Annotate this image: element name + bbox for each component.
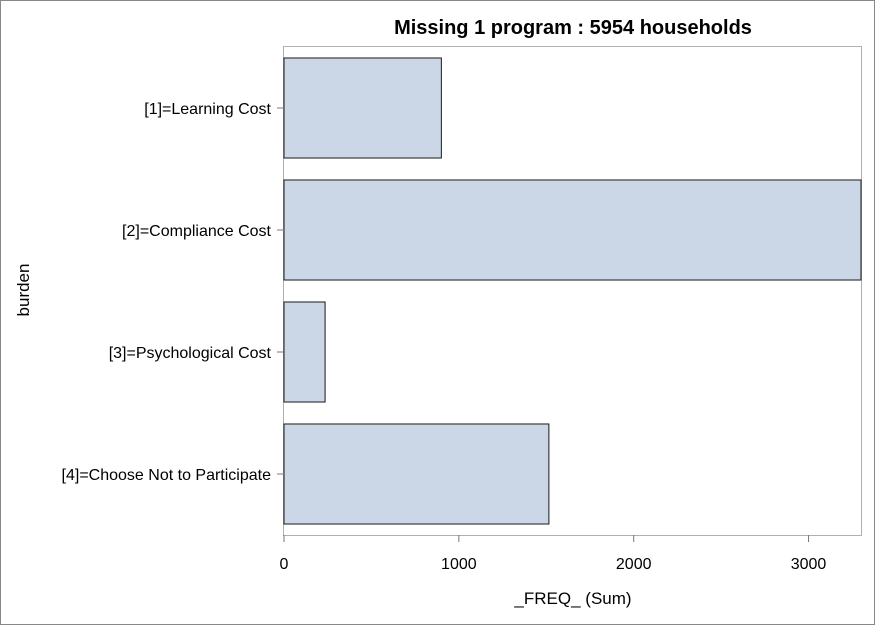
x-axis-label: _FREQ_ (Sum) bbox=[513, 589, 631, 608]
bar-4 bbox=[283, 423, 550, 525]
y-tick-label: [4]=Choose Not to Participate bbox=[62, 467, 272, 484]
bar-3 bbox=[283, 301, 326, 403]
bar-2 bbox=[283, 179, 862, 281]
chart-title: Missing 1 program : 5954 households bbox=[394, 17, 752, 39]
x-tick-label: 1000 bbox=[441, 556, 477, 573]
plot-frame bbox=[283, 46, 862, 536]
y-tick-label: [1]=Learning Cost bbox=[144, 101, 271, 118]
bars-layer bbox=[283, 57, 862, 525]
y-tick-labels: [1]=Learning Cost [2]=Compliance Cost [3]=… bbox=[62, 101, 284, 484]
y-tick-label: [3]=Psychological Cost bbox=[109, 345, 272, 362]
y-tick-label: [2]=Compliance Cost bbox=[122, 223, 272, 240]
x-tick-label: 0 bbox=[280, 556, 289, 573]
y-axis-label: burden bbox=[14, 264, 33, 317]
x-tick-label: 3000 bbox=[791, 556, 827, 573]
bar-1 bbox=[283, 57, 442, 159]
x-axis-ticks: 0 1000 2000 3000 bbox=[280, 535, 827, 573]
x-tick-label: 2000 bbox=[616, 556, 652, 573]
